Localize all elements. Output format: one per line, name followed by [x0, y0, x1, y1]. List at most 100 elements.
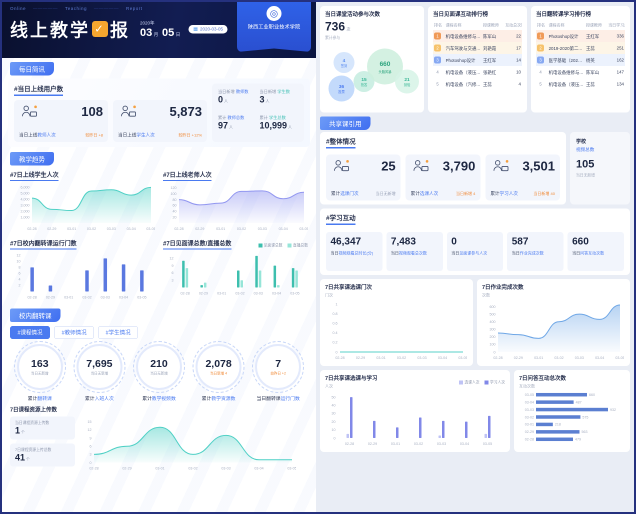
course-name: 机电设备维修与... — [548, 69, 584, 75]
chart-title: #7日上线老师人次 — [163, 171, 212, 181]
stat-label: 当日视频观看总次数 — [390, 251, 427, 256]
rank-row[interactable]: 4 机电设备维修与... 陈军山 147 — [536, 66, 625, 78]
circle-delta: 当日无新增 — [90, 372, 109, 376]
stat-label: 当日见面课参与人次 — [451, 251, 488, 256]
svg-text:0: 0 — [494, 350, 496, 354]
svg-text:投票: 投票 — [338, 89, 345, 94]
students-7day-chart-box: #7日上线学生人次 6,000 5,000 4,000 3,000 2,000 1,000… — [8, 169, 157, 236]
stat-label: 累计学习人次 — [490, 191, 518, 196]
rank-row[interactable]: 3 医学基础（2020... 杨英 162 — [536, 54, 625, 66]
svg-text:0.4: 0.4 — [333, 331, 338, 335]
svg-text:02-28: 02-28 — [27, 227, 36, 231]
circle-delta: 较昨日 +2 — [270, 372, 286, 376]
online-user-stat-card: 5,873 当日上线学生人次 较昨日 +12% — [113, 100, 207, 142]
course-name: Photoshop设计 — [445, 57, 476, 63]
svg-text:660: 660 — [589, 393, 595, 397]
new-user-stats: 当日新增 教师数 0人 当日新增 学生数 3人 累计 教师总数 97人 — [212, 83, 304, 142]
nav-item[interactable]: Report — [126, 6, 143, 11]
svg-text:03-03: 03-03 — [107, 227, 116, 231]
report-header: OnlineTeachingReport 线上教学 ✓ 报 2020年 03月 … — [2, 2, 316, 58]
nav-item[interactable]: Online — [10, 6, 65, 11]
flip-tab[interactable]: #课程情况 — [10, 326, 51, 339]
svg-text:4: 4 — [19, 278, 21, 282]
chart-legend: 选课人次 学习人次 — [454, 377, 505, 386]
svg-text:0: 0 — [90, 461, 92, 465]
rank-row[interactable]: 2 汽车驾驶与交通... 刘艳霞 17 — [433, 42, 522, 54]
flip-tab[interactable]: #教师情况 — [54, 326, 95, 339]
chart-unit: 互动次数 — [519, 384, 535, 389]
rank-row[interactable]: 4 机电设备（液压... 张艳红 10 — [433, 66, 522, 78]
svg-text:03-03: 03-03 — [437, 442, 446, 446]
teacher-name: 王红军 — [585, 33, 600, 39]
meet-rank-table: 排名课程名称授课教师互动总次数 1 机电设备维修与... 陈军山 22 — [433, 21, 522, 91]
course-name: 机电设备（液压... — [548, 81, 584, 87]
svg-text:03-02: 03-02 — [188, 467, 197, 471]
svg-text:40: 40 — [173, 210, 177, 214]
svg-text:0: 0 — [334, 436, 336, 440]
svg-text:03-04: 03-04 — [127, 227, 136, 231]
svg-text:9: 9 — [90, 436, 92, 440]
interaction-stat-card: 0 当日见面课参与人次 — [446, 232, 504, 271]
stat-delta: 较昨日 +8 — [85, 133, 103, 138]
svg-text:02-28: 02-28 — [89, 467, 98, 471]
rank-row[interactable]: 3 Photoshop设计 王红军 14 — [433, 54, 522, 66]
stat-value: 3,790 — [442, 158, 476, 174]
shared-selection-chart: 1 0.8 0.6 0.4 0.2 0 02-28 02-29 03-01 03-02 03-03 0… — [325, 298, 468, 362]
shared-stat-card: 25 累计选课门次 当日无新增 — [326, 154, 401, 201]
circle-delta: 当日无新增 — [150, 372, 168, 376]
activity-card: 当日课堂活动参与次数 736 次 累计参与 4 签到 36 投票 15 抢答 660 头脑风暴 2… — [320, 6, 424, 113]
svg-text:02-29: 02-29 — [356, 356, 365, 360]
svg-text:2,000: 2,000 — [21, 209, 30, 213]
circle-stat: 163 当日无新增 累计翻转课 — [12, 341, 68, 402]
side-stat: 当日新增 教师数 0人 — [218, 89, 249, 105]
stat-label: 累计选课门次 — [331, 191, 359, 196]
teacher-name: 陈军山 — [585, 69, 600, 75]
course-name: 机电设备维修与... — [445, 33, 481, 39]
svg-text:1,000: 1,000 — [21, 215, 30, 219]
chart-unit: 门次 — [325, 293, 333, 298]
course-name: 汽车驾驶与交通... — [445, 45, 481, 51]
interaction-stat-card: 587 当日作业完成次数 — [507, 232, 564, 271]
svg-text:03-03: 03-03 — [101, 296, 110, 300]
nav-item[interactable]: Teaching — [65, 6, 126, 11]
svg-text:20: 20 — [332, 420, 336, 424]
svg-text:120: 120 — [171, 186, 177, 190]
svg-text:03-01: 03-01 — [376, 356, 385, 360]
svg-text:03-05: 03-05 — [483, 442, 492, 446]
teacher-name: 王蕊 — [482, 81, 492, 87]
upload-7day-chart: 15 12 9 6 3 0 02-28 02-29 03-01 03-02 03-03 03-04 03… — [81, 417, 297, 473]
metric-value: 17 — [516, 45, 521, 51]
interaction-stat-card: 7,483 当日视频观看总次数 — [386, 232, 443, 271]
svg-text:02-29: 02-29 — [122, 467, 131, 471]
shared-learning-chart-card: 7日共享课选课与学习 人次 选课人次 学习人次 50 40 30 20 10 0 02-28 0… — [320, 370, 510, 452]
flip-tab[interactable]: #学生情况 — [98, 326, 139, 339]
svg-text:03-02: 03-02 — [87, 227, 96, 231]
svg-text:660: 660 — [380, 61, 391, 68]
stat-value: 25 — [381, 158, 396, 174]
teacher-name: 王红军 — [482, 57, 497, 63]
section-badge-trends: 教学趋势 — [10, 152, 55, 166]
svg-text:03-01: 03-01 — [534, 356, 543, 360]
date-picker[interactable]: ▦ 2020-03-05 — [188, 24, 228, 34]
flip-rank-table: 排名课程名称授课教师当日学习总人次 1 Photoshop设计 王红军 336 — [536, 21, 625, 91]
rank-row[interactable]: 5 机电设备（液压... 王蕊 134 — [536, 78, 625, 90]
shared-stat-card: 3,790 累计选课人次 当日新增 4 — [405, 154, 481, 201]
rank-badge: 1 — [537, 32, 544, 40]
svg-text:6: 6 — [90, 444, 92, 448]
rank-row[interactable]: 2 2019-2020第二... 王蕊 251 — [536, 42, 625, 54]
rank-row[interactable]: 1 Photoshop设计 王红军 336 — [536, 30, 625, 42]
chart-title: 7日作业完成次数 — [482, 284, 524, 291]
svg-text:02-29: 02-29 — [46, 296, 55, 300]
svg-text:03-04: 03-04 — [279, 227, 288, 231]
svg-text:21: 21 — [404, 77, 410, 83]
interaction-stat-card: 46,347 当日视频观看总时长(分) — [326, 232, 383, 271]
svg-text:03-04: 03-04 — [525, 400, 534, 404]
rank-row[interactable]: 1 机电设备维修与... 陈军山 22 — [433, 30, 522, 42]
table-header: 排名课程名称授课教师互动总次数 — [434, 23, 522, 28]
svg-text:0.6: 0.6 — [333, 322, 338, 326]
metric-value: 10 — [516, 69, 521, 75]
svg-text:8: 8 — [19, 266, 21, 270]
stat-value: 7,483 — [390, 236, 416, 247]
circle-caption: 累计翻转课 — [27, 396, 52, 402]
rank-row[interactable]: 5 机电设备（汽修... 王蕊 4 — [433, 78, 522, 90]
